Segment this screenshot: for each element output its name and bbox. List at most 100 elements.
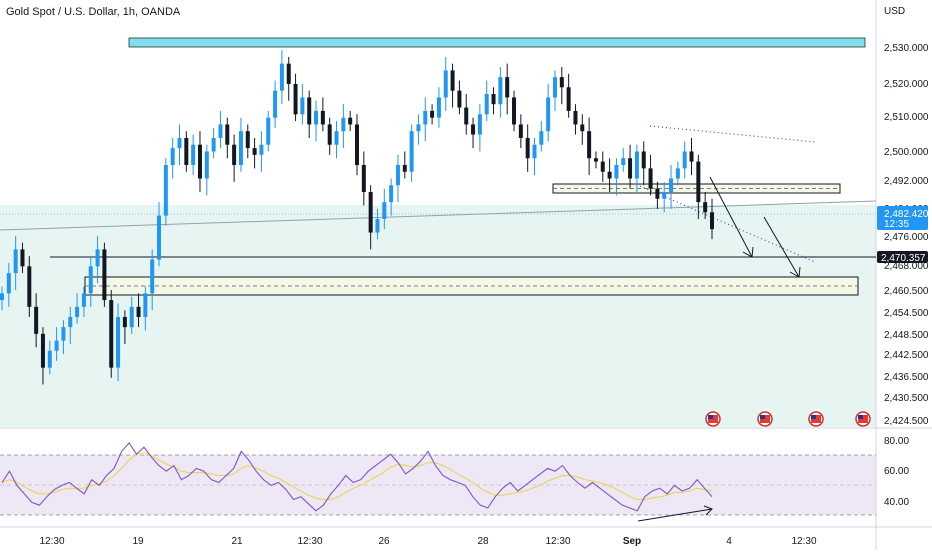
candle-body (116, 316, 121, 368)
candle-body (27, 266, 32, 307)
price-label: 2,430.500 (884, 393, 929, 404)
rising-trendline[interactable] (0, 200, 877, 231)
candle-body (696, 161, 701, 203)
candles (0, 50, 714, 385)
time-label: 12:30 (297, 536, 322, 547)
rsi-ma-line (1, 452, 713, 500)
candle-body (703, 202, 708, 213)
rsi-label: 60.00 (884, 466, 909, 477)
candle-body (34, 306, 39, 334)
candle-body (361, 164, 366, 192)
chart-title: Gold Spot / U.S. Dollar, 1h, OANDA (6, 6, 181, 18)
candle-body (409, 131, 414, 172)
candle-body (648, 168, 653, 189)
candle-body (273, 90, 278, 118)
candle-body (6, 273, 11, 294)
price-label: 2,476.000 (884, 232, 929, 243)
candle-body (443, 70, 448, 98)
candle-body (334, 131, 339, 145)
time-label: 26 (378, 536, 390, 547)
candle-body (580, 124, 585, 132)
projection-arrow-1[interactable] (709, 176, 754, 258)
candle-body (375, 219, 380, 233)
us-flag-icon[interactable] (705, 411, 721, 427)
candle-body (593, 158, 598, 162)
candle-body (525, 137, 530, 159)
candle-body (416, 124, 421, 132)
time-label: 12:30 (791, 536, 816, 547)
candle-body (477, 114, 482, 135)
candle-body (163, 164, 168, 216)
candle-body (279, 63, 284, 91)
candle-body (689, 151, 694, 162)
candle-body (122, 316, 127, 328)
candle-body (184, 137, 189, 165)
time-label: 21 (231, 536, 243, 547)
candle-body (634, 151, 639, 179)
candle-body (566, 87, 571, 111)
candle-body (389, 185, 394, 203)
candle-body (484, 94, 489, 115)
currency-label[interactable]: USD (884, 6, 906, 17)
candle-body (655, 188, 660, 199)
candle-body (430, 110, 435, 118)
candle-body (662, 192, 667, 199)
candle-body (573, 110, 578, 125)
candle-body (170, 148, 175, 165)
candle-body (81, 293, 86, 307)
candle-body (355, 124, 359, 165)
candle-body (40, 333, 45, 368)
time-label: 12:30 (545, 536, 570, 547)
candle-body (211, 137, 216, 152)
us-flag-icon[interactable] (808, 411, 824, 427)
rsi-axis[interactable]: 80.00 60.00 40.00 (884, 436, 909, 508)
candle-body (75, 306, 80, 317)
candle-body (669, 178, 674, 192)
candle-body (320, 110, 325, 125)
candle-body (136, 306, 141, 317)
time-label: 28 (477, 536, 489, 547)
candle-body (286, 63, 291, 84)
candle-body (245, 131, 250, 149)
candle-body (464, 107, 469, 125)
candle-body (238, 131, 243, 165)
price-label: 2,500.000 (884, 147, 929, 158)
candle-body (293, 83, 298, 115)
projection-arrow-2[interactable] (763, 216, 801, 278)
candle-body (204, 151, 209, 179)
candle-body (88, 266, 93, 294)
candle-body (13, 249, 18, 274)
resistance-zone[interactable] (128, 37, 866, 48)
candle-body (450, 70, 455, 91)
candle-body (348, 117, 353, 125)
price-label: 2,424.500 (884, 416, 929, 427)
price-label: 2,442.500 (884, 350, 929, 361)
candle-body (109, 300, 114, 368)
rsi-label: 80.00 (884, 436, 909, 447)
candle-body (47, 350, 52, 368)
time-label: Sep (623, 536, 641, 547)
time-label: 12:30 (39, 536, 64, 547)
rsi-divergence-arrow[interactable] (637, 505, 713, 522)
price-label: 2,454.500 (884, 308, 929, 319)
time-label: 4 (726, 536, 732, 547)
candle-body (327, 124, 332, 145)
candle-body (150, 259, 155, 294)
us-flag-icon[interactable] (855, 411, 871, 427)
candle-body (546, 97, 551, 132)
rsi-label: 40.00 (884, 497, 909, 508)
time-axis[interactable]: 12:30 19 21 12:30 26 28 12:30 Sep 4 12:3… (39, 536, 816, 547)
candle-body (641, 151, 646, 169)
candle-body (471, 124, 476, 135)
candle-body (532, 144, 537, 159)
candle-body (341, 117, 346, 132)
time-label: 19 (132, 536, 144, 547)
price-label: 2,492.000 (884, 176, 929, 187)
candle-body (143, 293, 148, 317)
us-flag-icon[interactable] (757, 411, 773, 427)
candle-body (587, 131, 592, 159)
candle-body (491, 94, 496, 105)
price-label: 2,436.500 (884, 372, 929, 383)
